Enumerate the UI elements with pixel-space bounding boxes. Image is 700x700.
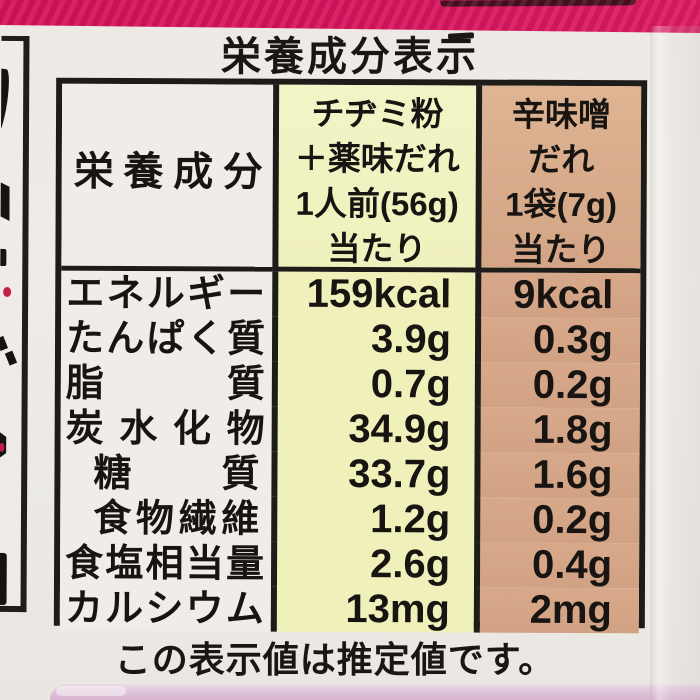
red-print-speck [3,286,12,297]
clipped-text-fragment [0,335,9,351]
value-chijimi: 2.6g [270,541,475,588]
nutrient-label-text: 食物繊維 [93,497,260,541]
package-print-mark [439,0,637,7]
nutrient-label-text: 食塩相当量 [64,542,265,586]
value-miso: 1.6g [474,452,640,499]
nutrient-label-text: 糖質 [93,452,260,496]
nutrient-label: エネルギー [61,270,273,317]
header-line: 当たり [327,229,427,268]
nutrient-label: 食物繊維 [60,495,272,542]
nutrition-table: 栄養成分 チヂミ粉 ＋薬味だれ 1人前(56g) 当たり 辛味噌 だれ 1袋(7… [53,77,648,634]
package-edge-shading [650,26,700,700]
value-miso: 0.2g [474,497,640,544]
nutrient-label-text: 炭水化物 [65,407,265,451]
value-miso: 1.8g [474,407,640,454]
header-miso-column: 辛味噌 だれ 1袋(7g) 当たり [475,85,642,274]
nutrient-label-text: カルシウム [64,587,264,631]
header-chijimi-column: チヂミ粉 ＋薬味だれ 1人前(56g) 当たり [272,84,477,273]
value-miso: 0.3g [474,317,641,364]
value-chijimi: 34.9g [271,406,475,453]
value-chijimi: 33.7g [271,451,475,498]
nutrient-label: カルシウム [59,585,271,632]
header-nutrient-column: 栄養成分 [61,83,274,272]
nutrient-label-text: エネルギー [66,272,266,316]
nutrient-label: たんぱく質 [60,315,273,362]
header-line: ＋薬味だれ [294,139,460,178]
value-chijimi: 3.9g [271,316,476,363]
header-line: 当たり [511,230,611,269]
estimate-note: この表示値は推定値です。 [114,639,556,680]
package-design-shape [50,684,700,700]
value-miso: 0.4g [473,542,640,589]
header-line: チヂミ粉 [311,94,444,133]
value-miso: 2mg [473,587,639,634]
nutrition-title: 栄養成分表示 [221,35,479,79]
header-line: 1人前(56g) [295,184,459,223]
header-line: 辛味噌 [511,95,612,134]
value-miso: 9kcal [475,272,641,319]
nutrient-label: 脂質 [60,360,272,407]
value-chijimi: 13mg [270,586,474,633]
value-miso: 0.2g [474,362,640,409]
nutrient-label: 食塩相当量 [59,540,272,587]
nutrient-label: 糖質 [60,450,272,497]
nutrient-label-text: たんぱく質 [65,317,266,361]
clipped-text-fragment [0,552,7,605]
adjacent-label-box [0,35,30,613]
header-line: 1袋(7g) [505,185,618,224]
nutrient-label: 炭水化物 [60,405,272,452]
nutrient-label-text: 脂質 [65,362,265,406]
value-chijimi: 159kcal [272,271,476,318]
clipped-text-fragment [0,181,10,221]
clipped-text-fragment [0,68,12,136]
header-line: だれ [528,140,595,179]
value-chijimi: 1.2g [271,496,475,543]
value-chijimi: 0.7g [271,361,475,408]
clipped-text-fragment [0,248,7,266]
header-nutrient-label: 栄養成分 [73,149,263,195]
